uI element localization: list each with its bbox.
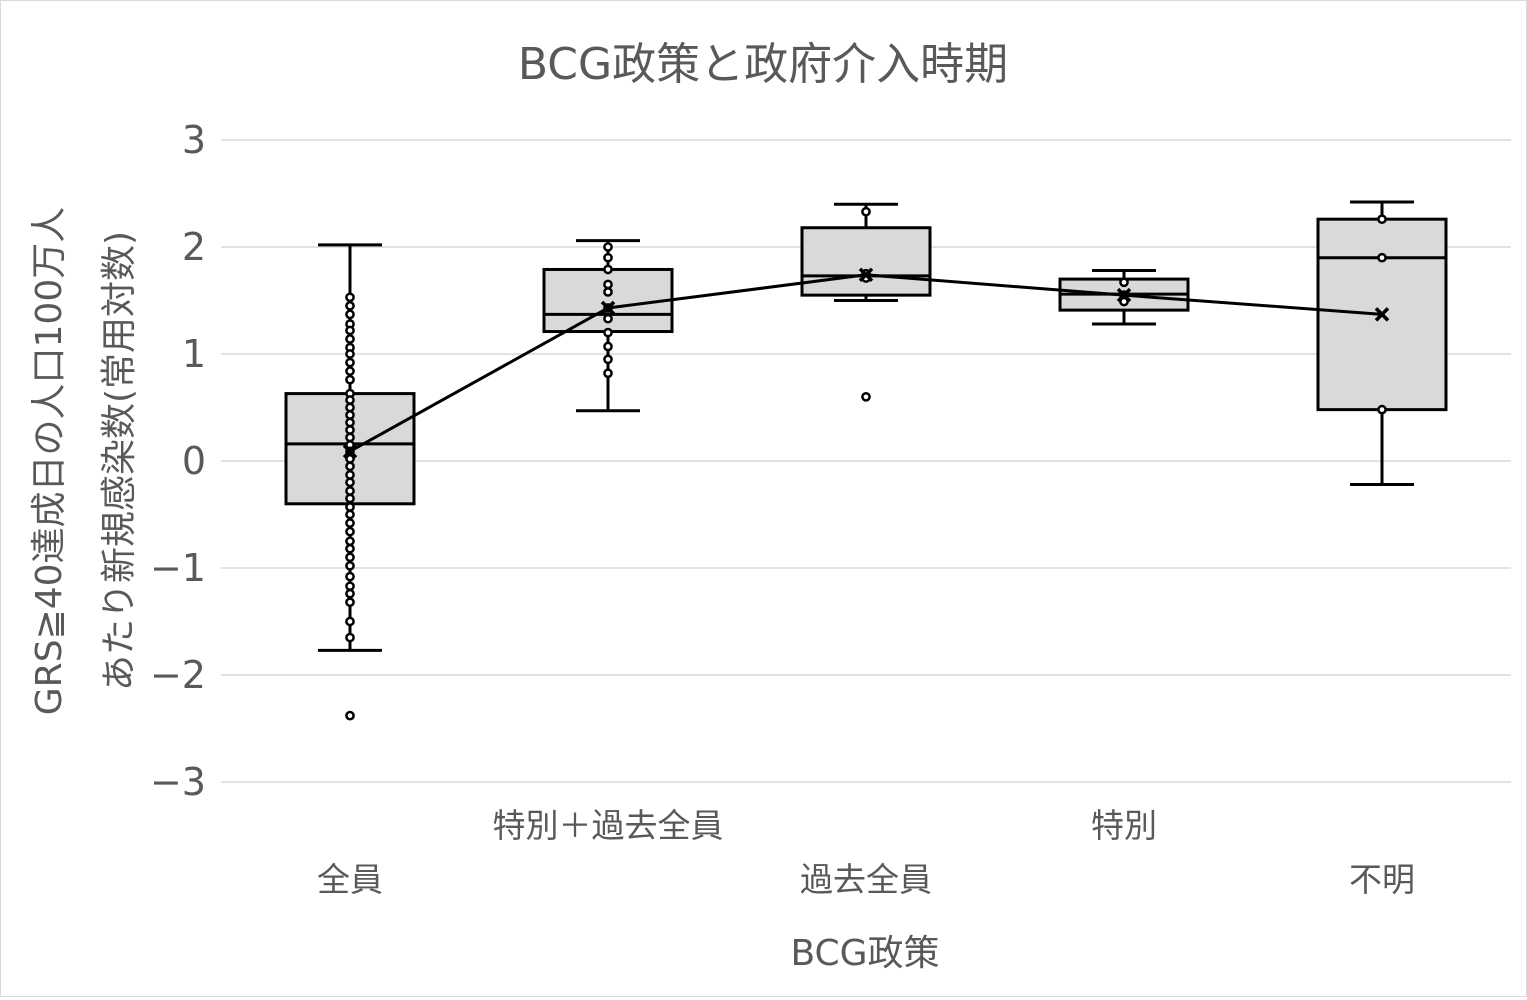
data-points — [345, 206, 1387, 721]
data-point — [861, 206, 871, 217]
x-tick-label: 過去全員 — [800, 860, 932, 899]
data-point — [345, 461, 355, 472]
data-point — [345, 543, 355, 554]
data-point — [345, 552, 355, 563]
data-point — [1377, 214, 1387, 225]
data-point — [345, 410, 355, 420]
data-point — [1377, 252, 1387, 263]
y-tick-label: 0 — [182, 439, 206, 483]
mean-marker-stroke — [1374, 307, 1390, 322]
box-group — [1316, 200, 1448, 487]
data-point — [345, 374, 355, 385]
data-point — [345, 597, 355, 608]
data-point — [345, 588, 355, 599]
data-point — [345, 301, 355, 311]
mean-marker-stroke — [342, 444, 358, 459]
y-tick-label: −1 — [150, 546, 206, 590]
data-point — [345, 493, 355, 504]
mean-marker — [342, 444, 358, 459]
data-point — [861, 391, 871, 402]
x-tick-label: 不明 — [1349, 860, 1415, 899]
data-point — [345, 632, 355, 643]
mean-marker — [1116, 287, 1132, 303]
y-tick-label: −3 — [150, 760, 206, 804]
y-axis-title-line-1-group: GRS≧40達成日の人口100万人 — [29, 207, 70, 715]
data-point — [1119, 296, 1129, 307]
y-axis-ticks: 3 2 1 0 −1 −2 −3 — [150, 118, 206, 804]
data-point — [345, 470, 355, 480]
data-point — [603, 252, 613, 263]
mean-marker-stroke — [1116, 287, 1132, 303]
data-point — [345, 366, 355, 376]
y-axis-title-line-2-group: あたり新規感染数(常用対数) — [99, 231, 140, 691]
data-point — [603, 354, 613, 365]
data-point — [345, 357, 355, 368]
data-point — [345, 581, 355, 592]
data-point — [345, 402, 355, 413]
data-point — [345, 486, 355, 496]
data-point — [1119, 277, 1129, 288]
y-tick-label: 1 — [182, 332, 206, 376]
data-point — [603, 264, 613, 275]
mean-marker — [1374, 307, 1390, 322]
data-point — [345, 432, 355, 443]
y-tick-label: 3 — [182, 118, 206, 162]
data-point — [345, 509, 355, 520]
data-point — [345, 349, 355, 359]
y-axis-title-line-1: GRS≧40達成日の人口100万人 — [29, 207, 70, 715]
data-point — [345, 334, 355, 344]
data-point — [345, 571, 355, 582]
data-point — [345, 502, 355, 512]
data-point — [345, 395, 355, 405]
data-point — [603, 287, 613, 297]
data-point — [345, 425, 355, 435]
grid-lines — [221, 139, 1511, 783]
data-point — [345, 325, 355, 336]
data-point — [603, 242, 613, 252]
data-point — [345, 536, 355, 547]
data-point — [345, 518, 355, 528]
y-axis-title-line-2: あたり新規感染数(常用対数) — [99, 231, 140, 691]
data-point — [345, 477, 355, 488]
x-tick-label: 全員 — [317, 860, 383, 899]
x-tick-label: 特別 — [1091, 806, 1157, 845]
box-group — [800, 202, 932, 302]
data-point — [345, 561, 355, 571]
data-point — [603, 313, 613, 324]
data-point — [1377, 404, 1387, 415]
mean-marker — [858, 267, 874, 283]
chart-title: BCG政策と政府介入時期 — [518, 39, 1008, 90]
x-axis-title: BCG政策 — [790, 933, 939, 974]
data-point — [345, 309, 355, 320]
box-iqr — [800, 226, 932, 297]
data-point — [603, 279, 613, 290]
data-point — [345, 417, 355, 428]
data-point — [603, 327, 613, 338]
mean-marker — [600, 300, 616, 316]
x-tick-label: 特別＋過去全員 — [493, 806, 724, 845]
y-tick-label: 2 — [182, 225, 206, 269]
data-point — [345, 526, 355, 537]
data-point — [345, 292, 355, 303]
data-point — [603, 368, 613, 379]
mean-marker-stroke — [858, 267, 874, 283]
data-point — [345, 616, 355, 627]
data-point — [345, 710, 355, 721]
data-point — [603, 341, 613, 352]
y-tick-label: −2 — [150, 653, 206, 697]
mean-markers — [342, 267, 1390, 459]
mean-marker-stroke — [600, 300, 616, 316]
